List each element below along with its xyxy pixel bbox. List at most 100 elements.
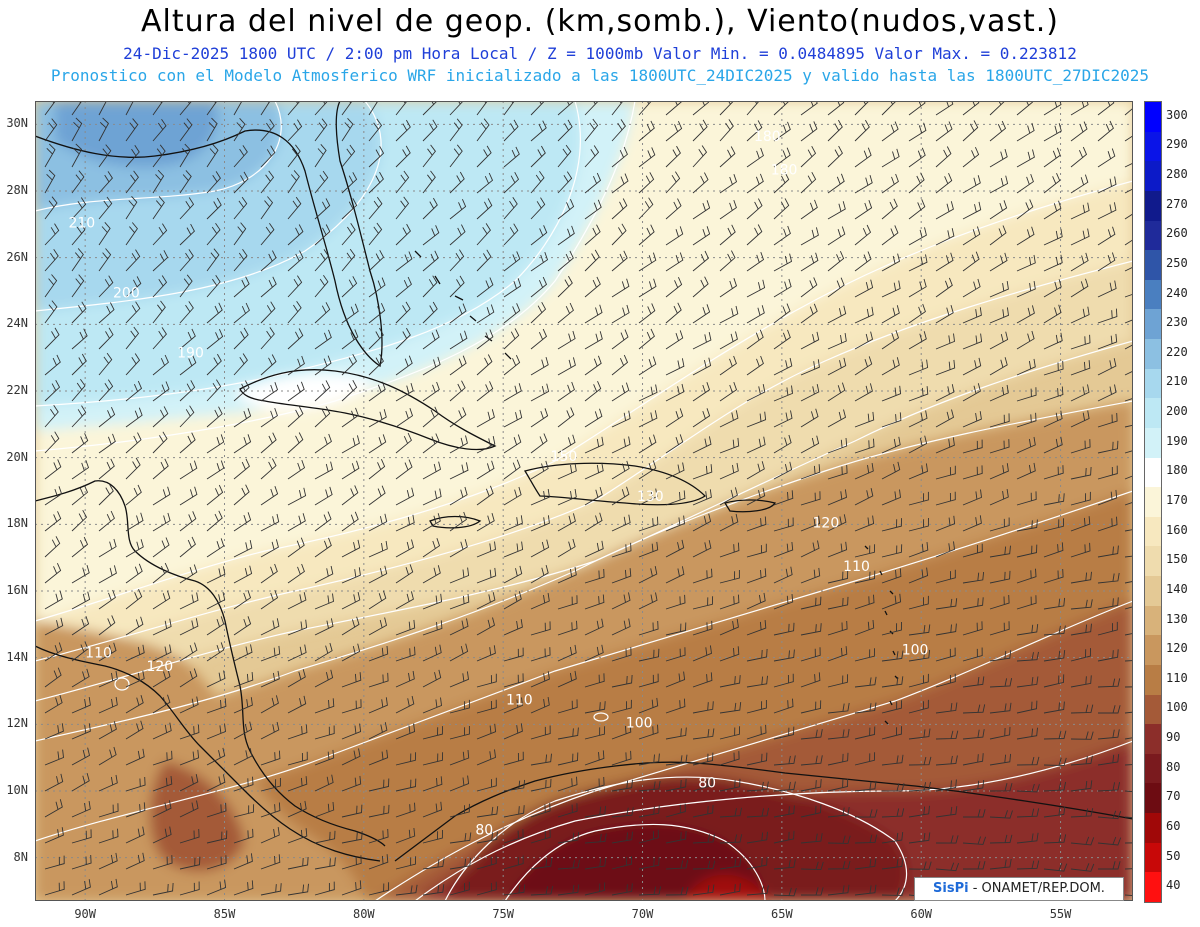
wind-barb bbox=[314, 593, 334, 610]
wind-barb bbox=[395, 695, 415, 714]
colorbar-label: 120 bbox=[1166, 641, 1188, 656]
wind-barb bbox=[638, 147, 656, 168]
wind-barb bbox=[746, 857, 768, 870]
wind-barb bbox=[125, 881, 146, 896]
wind-barb bbox=[719, 146, 736, 168]
wind-barb bbox=[692, 382, 711, 402]
wind-barb bbox=[665, 302, 682, 324]
wind-barb bbox=[530, 515, 550, 532]
wind-barb bbox=[44, 405, 59, 428]
wind-barb bbox=[98, 144, 112, 168]
wind-barb bbox=[206, 434, 225, 454]
wind-barb bbox=[449, 199, 467, 220]
wind-barb bbox=[692, 332, 712, 350]
coast-cuba bbox=[239, 369, 497, 451]
wind-barb bbox=[422, 488, 442, 506]
wind-barb bbox=[44, 379, 61, 402]
wind-barb bbox=[800, 331, 820, 350]
wind-barb bbox=[314, 774, 334, 792]
wind-barb bbox=[233, 117, 246, 142]
wind-barb bbox=[503, 119, 519, 142]
wind-barb bbox=[611, 173, 629, 194]
wind-barb bbox=[1070, 836, 1095, 846]
wind-barb bbox=[800, 227, 819, 246]
wind-barb bbox=[935, 541, 955, 558]
wind-barb bbox=[692, 408, 711, 428]
wind-barb bbox=[1016, 568, 1037, 584]
wind-barb bbox=[638, 278, 657, 298]
wind-barb bbox=[638, 303, 656, 324]
wind-barb bbox=[125, 101, 134, 116]
wind-barb bbox=[827, 541, 848, 558]
wind-barb bbox=[746, 675, 768, 688]
colorbar-segment bbox=[1145, 339, 1161, 370]
wind-barb bbox=[449, 435, 468, 454]
wind-barb bbox=[881, 330, 900, 350]
wind-barb bbox=[827, 884, 850, 896]
wind-barb bbox=[71, 328, 88, 350]
wind-barb bbox=[1043, 834, 1067, 844]
wind-barb bbox=[1016, 330, 1035, 350]
wind-barb bbox=[233, 222, 247, 246]
colorbar-segment bbox=[1145, 131, 1161, 162]
wind-barb bbox=[179, 355, 197, 376]
wind-barb bbox=[449, 749, 470, 766]
wind-barb bbox=[746, 700, 767, 714]
wind-barb bbox=[368, 434, 387, 454]
wind-barb bbox=[935, 173, 953, 194]
wind-barb bbox=[611, 807, 634, 818]
wind-barb bbox=[881, 650, 904, 662]
wind-barb bbox=[395, 196, 410, 220]
wind-barb bbox=[557, 144, 572, 168]
wind-barb bbox=[287, 619, 308, 636]
wind-barb bbox=[1124, 397, 1133, 402]
wind-barb bbox=[530, 197, 546, 220]
wind-barb bbox=[1097, 333, 1118, 350]
band-150 bbox=[35, 261, 1133, 701]
wind-barb bbox=[233, 302, 250, 324]
wind-barb bbox=[908, 199, 926, 220]
wind-barb bbox=[665, 171, 681, 194]
wind-barb bbox=[530, 120, 547, 142]
wind-barb bbox=[530, 621, 551, 636]
wind-barb bbox=[854, 438, 875, 454]
wind-barb bbox=[584, 568, 605, 584]
wind-barb bbox=[854, 174, 873, 194]
weather-map[interactable]: 210 200 190 180 180 150 130 120 110 120 110 110 100 1… bbox=[35, 101, 1133, 901]
wind-barb bbox=[125, 616, 144, 636]
wind-barb bbox=[287, 275, 303, 298]
wind-barb bbox=[989, 175, 1009, 194]
wind-barb bbox=[1124, 213, 1133, 220]
wind-barb bbox=[908, 101, 926, 116]
wind-barb bbox=[1124, 475, 1133, 480]
wind-barb bbox=[179, 696, 199, 714]
wind-barb bbox=[449, 330, 468, 350]
wind-barb bbox=[962, 704, 986, 714]
wind-barb bbox=[233, 776, 254, 792]
wind-barb bbox=[1124, 816, 1133, 819]
wind-barb bbox=[503, 486, 522, 506]
wind-barb bbox=[368, 118, 383, 142]
colorbar-label: 290 bbox=[1166, 137, 1188, 152]
wind-barb bbox=[746, 251, 765, 272]
wind-barb bbox=[800, 596, 822, 610]
wind-barb bbox=[503, 171, 520, 194]
colorbar-segment bbox=[1145, 664, 1161, 696]
wind-barb bbox=[611, 856, 632, 870]
wind-barb bbox=[1070, 202, 1090, 220]
wind-barb bbox=[368, 672, 389, 688]
wind-barb bbox=[287, 250, 304, 272]
wind-barb bbox=[422, 197, 438, 220]
wind-barb bbox=[908, 147, 926, 168]
colorbar-segment bbox=[1145, 220, 1161, 251]
wind-barb bbox=[179, 143, 191, 168]
wind-barb bbox=[476, 881, 497, 896]
colorbar-label: 200 bbox=[1166, 404, 1188, 419]
wind-barb bbox=[179, 668, 198, 688]
wind-barb bbox=[422, 538, 441, 558]
wind-barb bbox=[1124, 737, 1133, 740]
wind-barb bbox=[233, 644, 253, 662]
wind-barb bbox=[962, 120, 979, 142]
wind-barb bbox=[773, 755, 796, 766]
wind-barb bbox=[233, 880, 254, 896]
